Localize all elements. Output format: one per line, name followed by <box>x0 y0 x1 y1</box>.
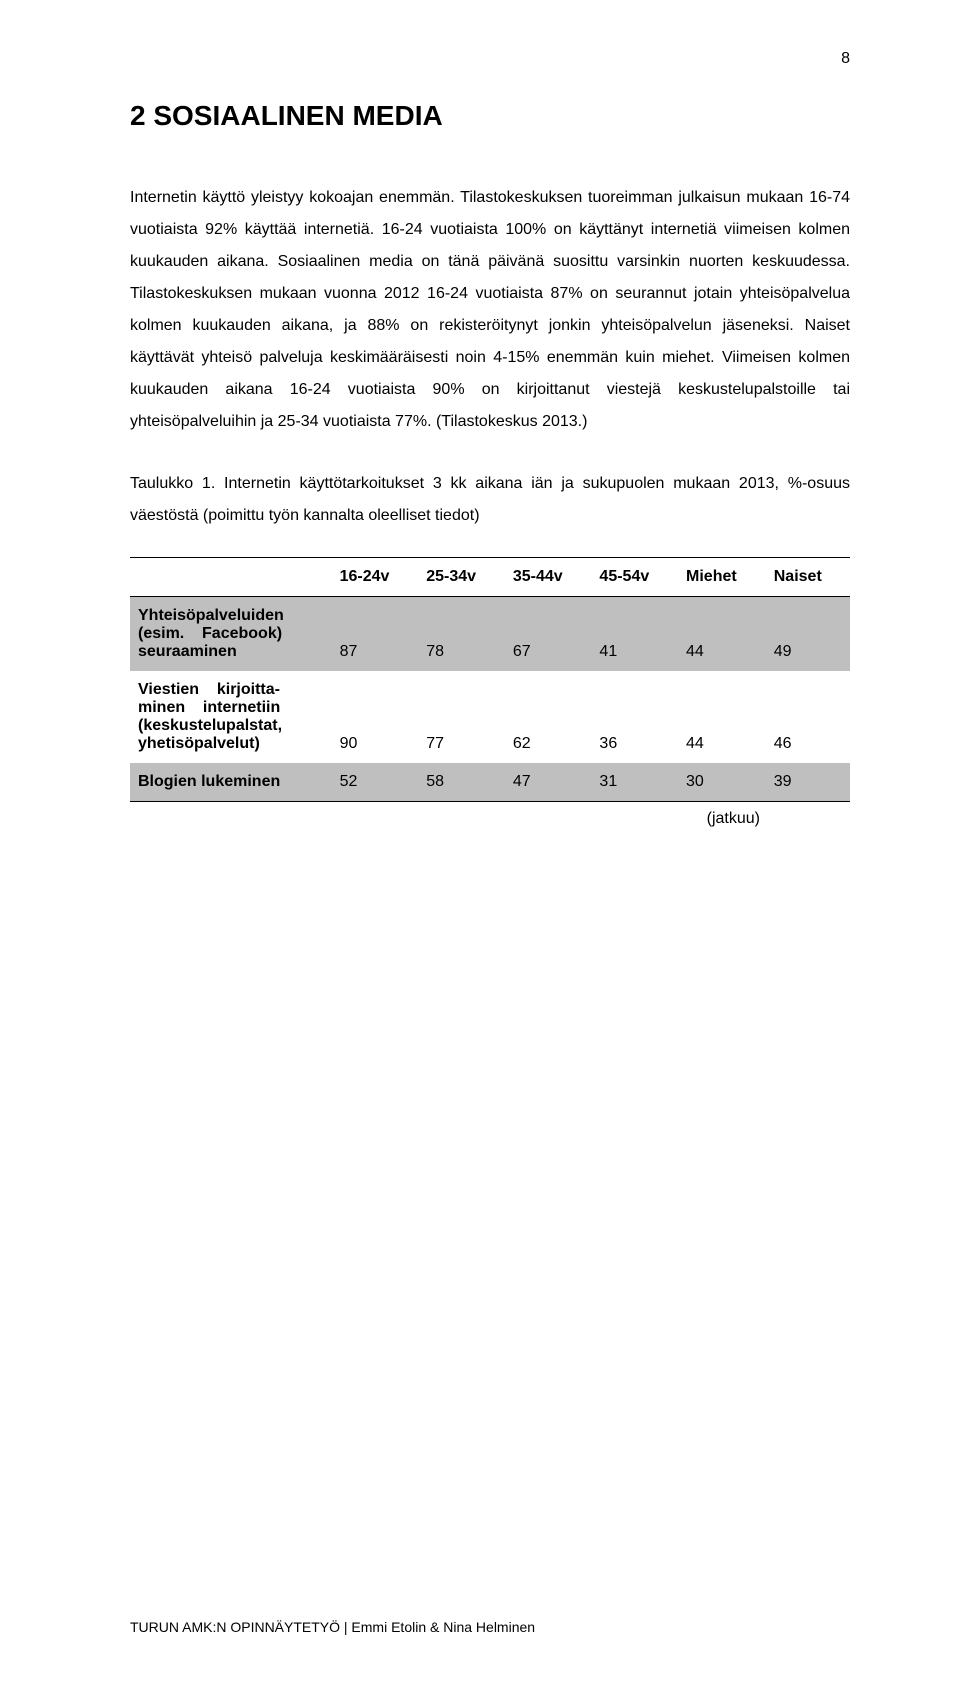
data-table: 16-24v 25-34v 35-44v 45-54v Miehet Naise… <box>130 557 850 802</box>
table-header-col6: Naiset <box>766 558 850 597</box>
table-cell: 30 <box>678 763 766 802</box>
table-cell: 44 <box>678 671 766 763</box>
table-cell: 58 <box>418 763 505 802</box>
section-heading: 2 SOSIAALINEN MEDIA <box>130 100 850 132</box>
table-cell: 90 <box>332 671 419 763</box>
table-header-row: 16-24v 25-34v 35-44v 45-54v Miehet Naise… <box>130 558 850 597</box>
table-row: Yhteisöpalveluiden(esim. Facebook)seuraa… <box>130 597 850 672</box>
table-cell: 31 <box>591 763 678 802</box>
table-caption: Taulukko 1. Internetin käyttötarkoitukse… <box>130 468 850 532</box>
table-row: Blogien lukeminen 525847313039 <box>130 763 850 802</box>
table-header-col4: 45-54v <box>591 558 678 597</box>
table-row: Viestien kirjoitta-minen internetiin(kes… <box>130 671 850 763</box>
row-label-line: Yhteisöpalveluiden <box>138 607 324 625</box>
continues-label: (jatkuu) <box>130 810 850 828</box>
table-header-col3: 35-44v <box>505 558 592 597</box>
table-cell: 44 <box>678 597 766 672</box>
row-label: Blogien lukeminen <box>130 763 332 802</box>
page-footer: TURUN AMK:N OPINNÄYTETYÖ | Emmi Etolin &… <box>130 1619 535 1635</box>
table-header-blank <box>130 558 332 597</box>
table-cell: 78 <box>418 597 505 672</box>
table-header-col2: 25-34v <box>418 558 505 597</box>
row-label-line: seuraaminen <box>138 643 324 661</box>
row-label-line: minen internetiin <box>138 699 324 717</box>
table-cell: 47 <box>505 763 592 802</box>
row-label-line: (esim. Facebook) <box>138 625 324 643</box>
table-cell: 87 <box>332 597 419 672</box>
table-cell: 49 <box>766 597 850 672</box>
row-label-line: Viestien kirjoitta- <box>138 681 324 699</box>
table-cell: 67 <box>505 597 592 672</box>
page-number: 8 <box>841 50 850 68</box>
table-header-col5: Miehet <box>678 558 766 597</box>
row-label-line: Blogien lukeminen <box>138 773 324 791</box>
paragraph-1: Internetin käyttö yleistyy kokoajan enem… <box>130 182 850 438</box>
row-label-line: yhetisöpalvelut) <box>138 735 324 753</box>
table-header-col1: 16-24v <box>332 558 419 597</box>
table-cell: 52 <box>332 763 419 802</box>
table-cell: 39 <box>766 763 850 802</box>
table-cell: 46 <box>766 671 850 763</box>
table-cell: 77 <box>418 671 505 763</box>
row-label-line: (keskustelupalstat, <box>138 717 324 735</box>
row-label: Viestien kirjoitta-minen internetiin(kes… <box>130 671 332 763</box>
table-cell: 62 <box>505 671 592 763</box>
row-label: Yhteisöpalveluiden(esim. Facebook)seuraa… <box>130 597 332 672</box>
table-cell: 36 <box>591 671 678 763</box>
table-cell: 41 <box>591 597 678 672</box>
